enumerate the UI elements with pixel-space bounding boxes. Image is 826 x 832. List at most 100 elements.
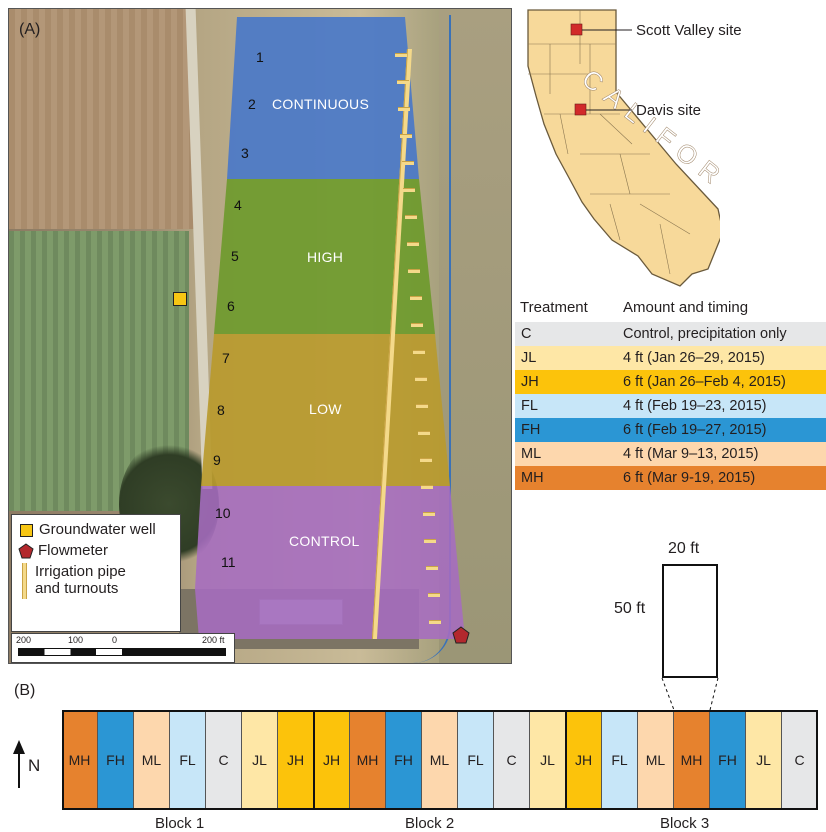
plot-length-label: 50 ft [614,600,646,617]
north-label: N [28,756,41,775]
treatment-desc: 6 ft (Jan 26–Feb 4, 2015) [623,374,786,390]
row-number: 6 [227,298,235,314]
panel-b-label: (B) [14,682,36,699]
treatment-desc: 6 ft (Mar 9-19, 2015) [623,470,756,486]
legend-box: Groundwater well Flowmeter Irrigation pi… [11,514,181,632]
legend-label-pipe: Irrigation pipe and turnouts [35,563,126,597]
treatment-header-desc: Amount and timing [623,299,749,316]
legend-label: Groundwater well [39,521,156,538]
plot-cell: FH [98,710,134,810]
turnout-mark [424,539,437,543]
field-left-top [9,9,194,229]
scale-label: 200 ft [202,635,225,645]
zone-label-control: CONTROL [289,533,360,549]
block-label-3: Block 3 [660,815,710,832]
zone-label-continuous: CONTINUOUS [272,96,370,112]
pipe-line-icon [22,563,27,599]
turnout-mark [413,350,426,354]
block-label-1: Block 1 [155,815,205,832]
north-arrow-shaft [18,752,20,788]
turnout-mark [419,458,432,462]
plot-cell: FL [458,710,494,810]
turnout-mark [406,242,419,246]
treatment-desc: 4 ft (Mar 9–13, 2015) [623,446,759,462]
plot-dimension-box [662,564,718,678]
treatment-code: FH [521,422,541,438]
scale-label: 100 [68,635,84,645]
scale-segments [18,648,226,656]
treatment-row-mh: MH 6 ft (Mar 9-19, 2015) [515,466,826,490]
california-outline [527,9,720,287]
treatment-desc: 4 ft (Jan 26–29, 2015) [623,350,765,366]
county-lines [528,10,691,275]
turnout-mark [401,161,414,165]
treatment-code: JL [521,350,537,366]
turnout-mark [404,215,417,219]
legend-label: and turnouts [35,580,119,597]
plot-cell: MH [62,710,98,810]
well-square-icon [20,524,33,537]
site-label-davis: Davis site [636,102,702,119]
legend-item-pipe: Irrigation pipe and turnouts [18,563,174,599]
turnout-mark [411,323,424,327]
legend-item-well: Groundwater well [18,521,174,538]
treatment-row-fl: FL 4 ft (Feb 19–23, 2015) [515,394,826,418]
zone-high [214,179,435,334]
row-number: 10 [215,505,231,521]
treatment-desc: 4 ft (Feb 19–23, 2015) [623,398,767,414]
site-label-scott-valley: Scott Valley site [636,22,742,39]
treatment-code: MH [521,470,544,486]
treatment-desc: Control, precipitation only [623,326,787,342]
plot-cell: ML [134,710,170,810]
row-number: 1 [256,49,264,65]
california-map: CALIFORNIA [527,9,720,287]
legend-item-flowmeter: Flowmeter [18,542,174,559]
turnout-mark [421,485,434,489]
plot-cell: C [206,710,242,810]
plot-width-label: 20 ft [668,540,700,557]
zone-control [195,486,465,639]
plot-cell: ML [422,710,458,810]
treatment-header-code: Treatment [520,299,588,316]
plot-cell: ML [638,710,674,810]
plot-cell: C [494,710,530,810]
plot-cell: FH [386,710,422,810]
row-number: 9 [213,452,221,468]
turnout-mark [396,80,409,84]
site-marker-scott-valley [570,23,583,36]
turnout-mark [403,188,416,192]
plot-cell: JL [746,710,782,810]
site-marker-davis [574,103,587,116]
treatment-row-c: C Control, precipitation only [515,322,826,346]
turnout-mark [409,296,422,300]
plot-cell: MH [350,710,386,810]
scale-label: 200 [16,635,32,645]
treatment-code: C [521,326,532,342]
turnout-mark [417,431,430,435]
flowmeter-marker [452,626,470,644]
block-label-2: Block 2 [405,815,455,832]
treatment-row-jh: JH 6 ft (Jan 26–Feb 4, 2015) [515,370,826,394]
row-number: 3 [241,145,249,161]
zone-label-high: HIGH [307,249,344,265]
turnout-mark [422,512,435,516]
plot-cell: FL [170,710,206,810]
plot-cell: FL [602,710,638,810]
row-number: 5 [231,248,239,264]
turnout-mark [414,377,427,381]
scale-label: 0 [112,635,118,645]
treatment-code: FL [521,398,538,414]
turnout-mark [408,269,421,273]
plot-cell: MH [674,710,710,810]
panel-a-label: (A) [19,21,41,38]
treatment-code: JH [521,374,539,390]
plot-cell: JH [278,710,314,810]
aerial-photo: 1 2 3 4 5 6 7 8 9 10 11 CONTINUOUS HIGH … [8,8,512,664]
row-number: 2 [248,96,256,112]
plot-layout-strip: MH FH ML FL C JL JH JH MH FH ML FL C JL JH FL ML MH FH JL C [62,710,818,810]
turnouts [9,9,511,663]
north-arrow-head [13,740,25,754]
treatment-code: ML [521,446,542,462]
turnout-mark [398,107,411,111]
turnout-mark [395,53,408,57]
